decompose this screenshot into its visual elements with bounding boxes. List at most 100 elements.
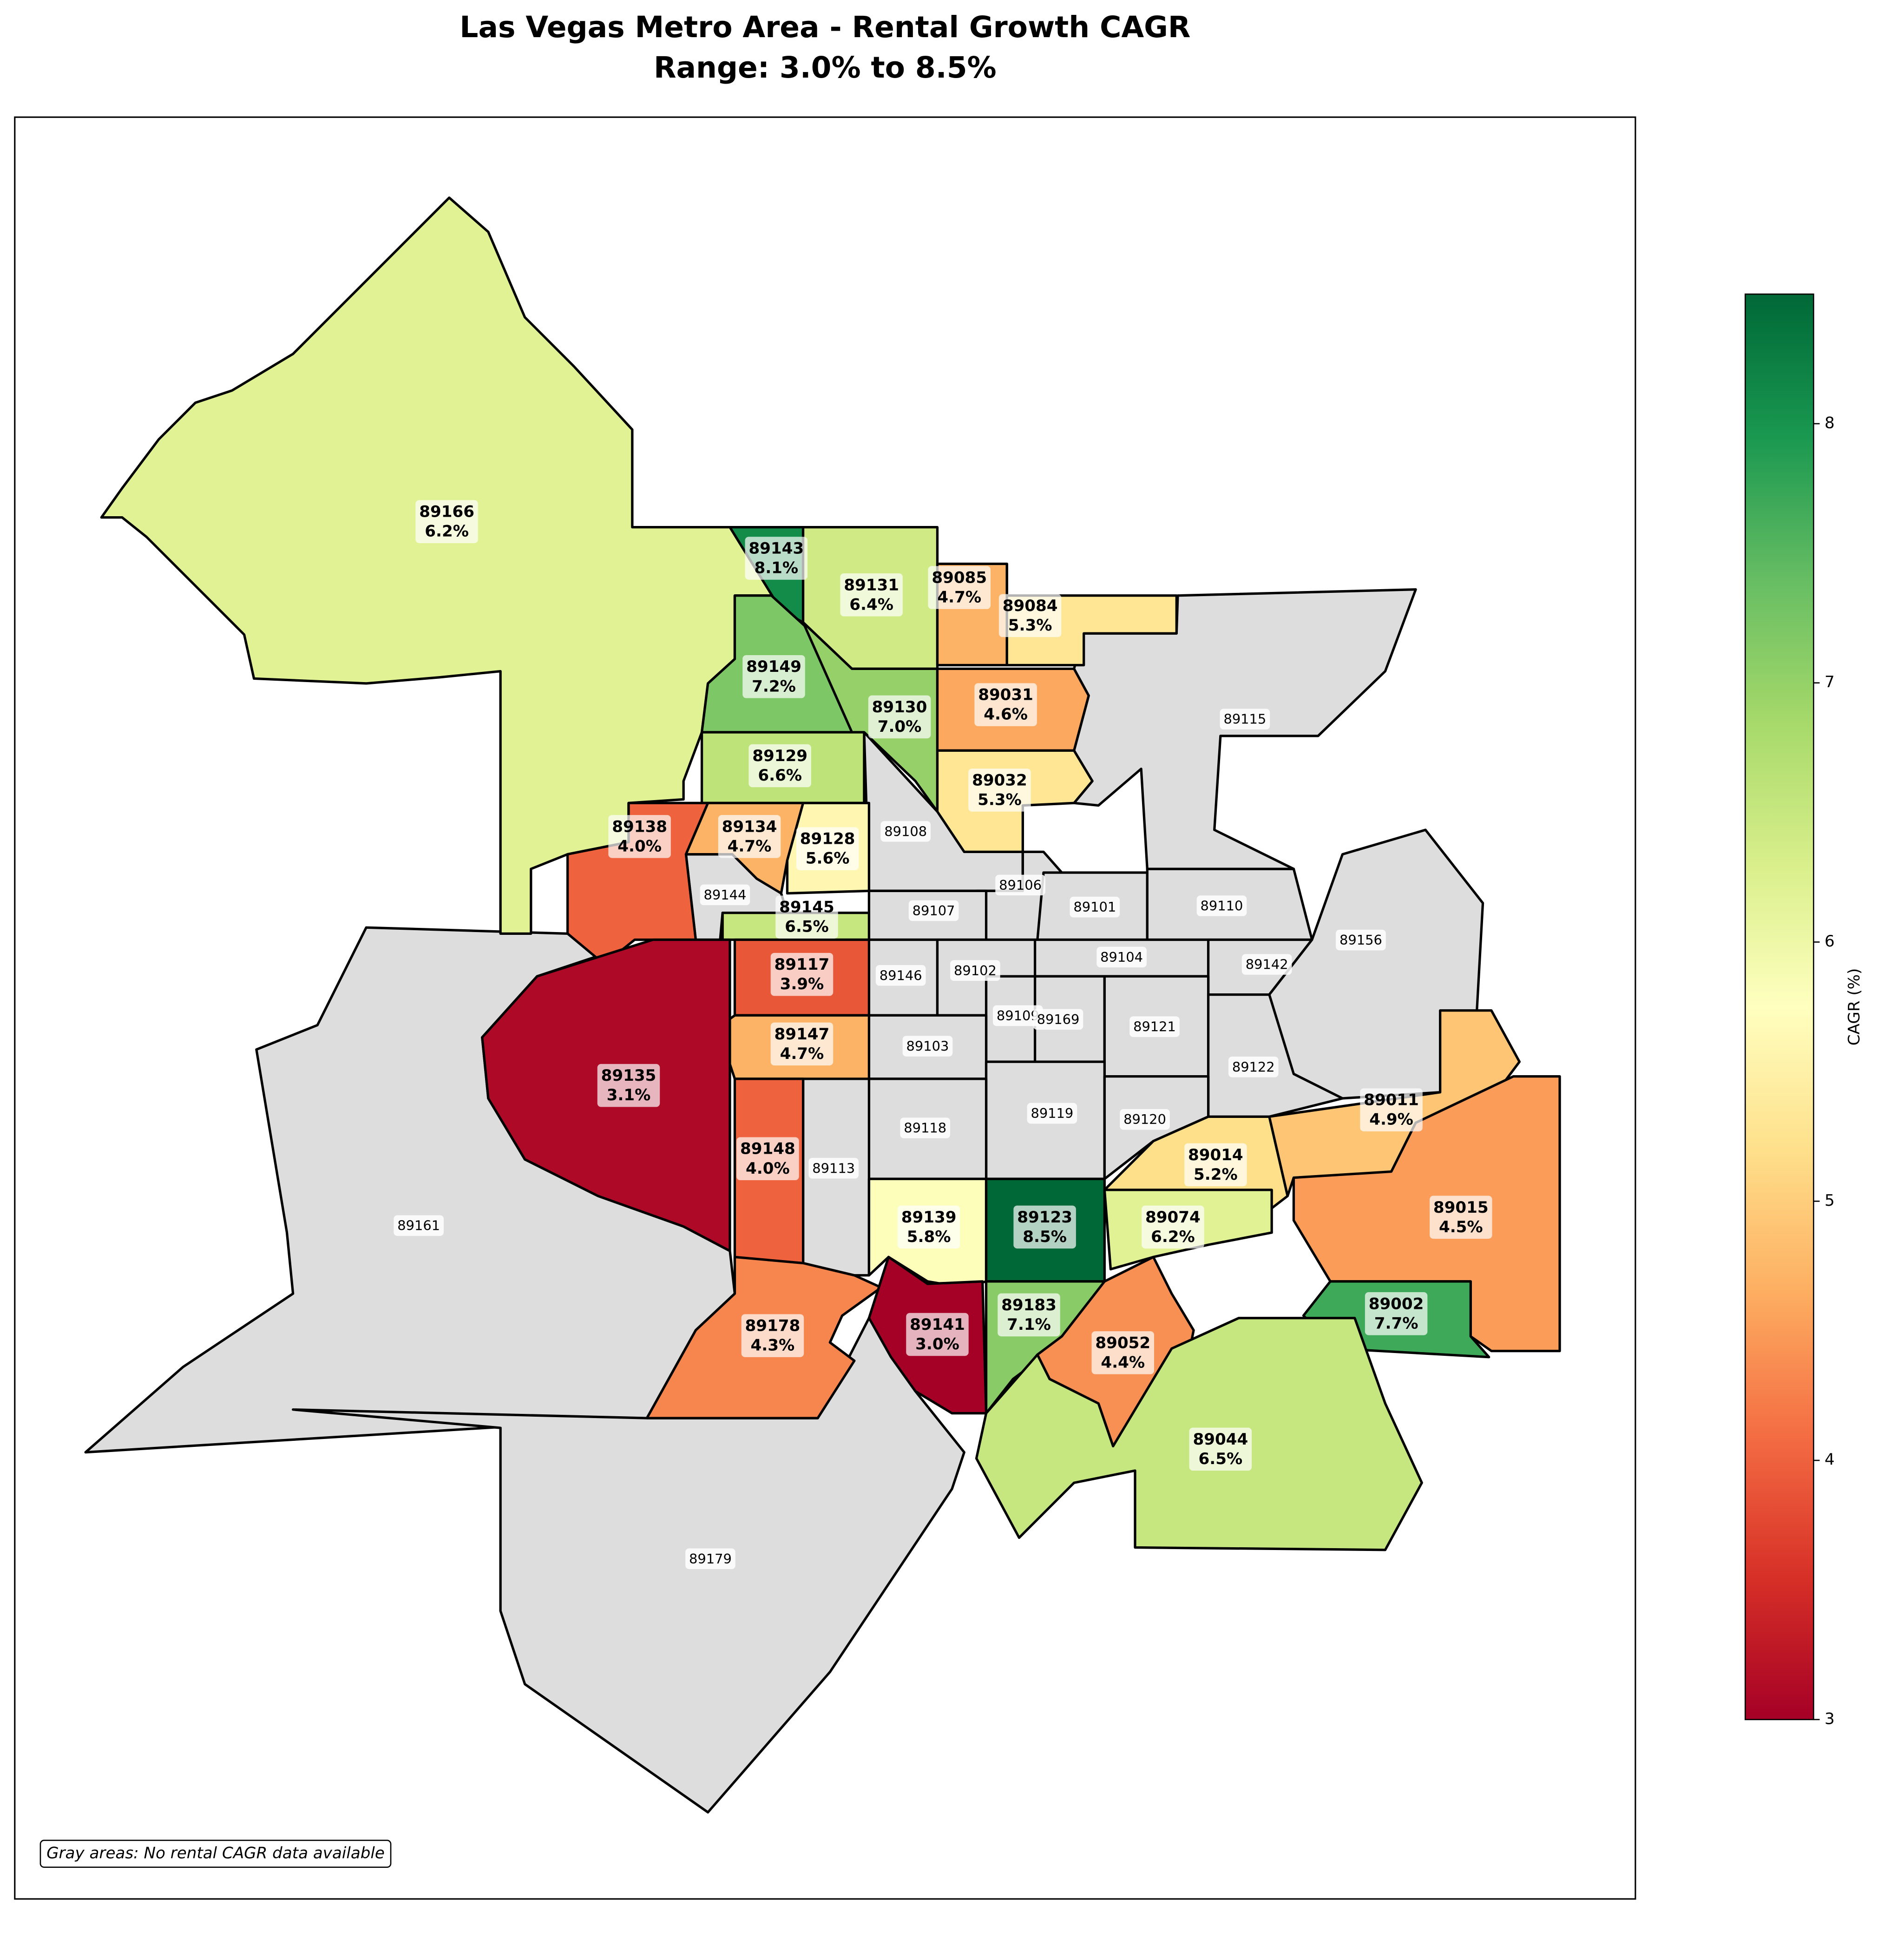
label-box <box>1091 1331 1154 1374</box>
zip-label: 89145 <box>779 898 834 917</box>
zip-label: 89169 <box>1037 1012 1080 1027</box>
value-label: 4.0% <box>746 1159 790 1178</box>
zip-label: 89032 <box>972 771 1027 790</box>
zip-label: 89117 <box>775 955 830 974</box>
region-label: 89101 <box>1070 896 1120 918</box>
zip-label: 89149 <box>746 657 801 676</box>
zip-label: 89166 <box>419 503 474 521</box>
region-label: 89122 <box>1228 1056 1279 1077</box>
value-label: 7.7% <box>1374 1314 1418 1333</box>
zip-label: 89131 <box>844 576 899 594</box>
value-label: 4.6% <box>984 705 1028 724</box>
chart-subtitle: Range: 3.0% to 8.5% <box>654 50 997 85</box>
label-box <box>770 1022 834 1066</box>
zip-label: 89183 <box>1001 1296 1057 1314</box>
label-box <box>1120 1109 1170 1130</box>
label-box <box>1033 1009 1083 1030</box>
label-box <box>394 1215 444 1236</box>
zip-label: 89143 <box>748 539 804 558</box>
label-box <box>700 884 750 906</box>
zip-label: 89134 <box>722 817 777 836</box>
label-box <box>1241 954 1292 975</box>
label-box <box>415 500 478 543</box>
label-box <box>900 1117 951 1138</box>
zip-label: 89014 <box>1188 1146 1243 1164</box>
label-box <box>897 1205 960 1249</box>
zip-label: 89108 <box>884 823 927 839</box>
value-label: 3.9% <box>780 975 824 993</box>
note-box <box>39 1839 392 1868</box>
label-box <box>718 815 781 858</box>
value-label: 6.2% <box>1151 1228 1195 1246</box>
region-label: 89109 <box>993 1005 1043 1026</box>
region-label: 89121 <box>1129 1016 1180 1037</box>
colorbar-body <box>1744 293 1814 1721</box>
zip-label: 89109 <box>997 1008 1039 1024</box>
label-box <box>1365 1292 1428 1335</box>
zip-label: 89179 <box>689 1551 732 1567</box>
zip-label: 89128 <box>800 830 855 848</box>
zip-label: 89002 <box>1369 1294 1424 1313</box>
label-box <box>1013 1205 1076 1249</box>
value-label: 4.9% <box>1369 1110 1413 1129</box>
region-label: 89115 <box>1220 709 1270 729</box>
label-box <box>1096 946 1147 968</box>
value-label: 4.7% <box>780 1045 824 1063</box>
region-label: 89110 <box>1196 895 1247 916</box>
zip-label: 89130 <box>872 698 927 716</box>
label-box <box>1184 1143 1247 1187</box>
region-label: 89161 <box>394 1215 444 1236</box>
value-label: 8.5% <box>1023 1228 1067 1246</box>
colorbar-label: CAGR (%) <box>1845 968 1864 1046</box>
zip-label: 89120 <box>1123 1111 1166 1127</box>
value-label: 4.7% <box>937 588 981 607</box>
value-label: 4.3% <box>751 1336 795 1355</box>
zip-label: 89085 <box>932 568 987 587</box>
label-box <box>974 683 1037 726</box>
value-label: 6.5% <box>1199 1450 1243 1468</box>
label-box <box>1228 1056 1279 1077</box>
value-label: 7.0% <box>878 717 922 736</box>
value-label: 5.3% <box>1008 616 1052 635</box>
colorbar-tick-label: 5 <box>1825 1191 1835 1210</box>
zip-label: 89084 <box>1003 597 1058 615</box>
map-frame <box>14 116 1636 1900</box>
zip-label: 89104 <box>1100 949 1143 965</box>
value-label: 7.1% <box>1007 1315 1051 1334</box>
label-box <box>608 815 671 858</box>
region-label: 89120 <box>1120 1109 1170 1130</box>
region-label: 89108 <box>880 821 931 842</box>
value-label: 6.5% <box>785 918 829 936</box>
zip-label: 89147 <box>775 1025 830 1044</box>
zip-label: 89103 <box>906 1038 949 1054</box>
region-label: 89119 <box>1027 1103 1077 1124</box>
label-box <box>1142 1205 1204 1249</box>
label-box <box>998 1293 1060 1337</box>
label-box <box>597 1064 660 1107</box>
region-label: 89107 <box>908 900 959 921</box>
zip-label: 89135 <box>601 1066 657 1085</box>
region-label: 89156 <box>1336 929 1386 951</box>
zip-label: 89011 <box>1364 1091 1419 1110</box>
chart-title: Las Vegas Metro Area - Rental Growth CAG… <box>460 10 1190 44</box>
label-box <box>995 874 1045 896</box>
label-box <box>902 1036 953 1057</box>
value-label: 3.0% <box>915 1335 959 1353</box>
region-label: 89104 <box>1096 946 1147 968</box>
